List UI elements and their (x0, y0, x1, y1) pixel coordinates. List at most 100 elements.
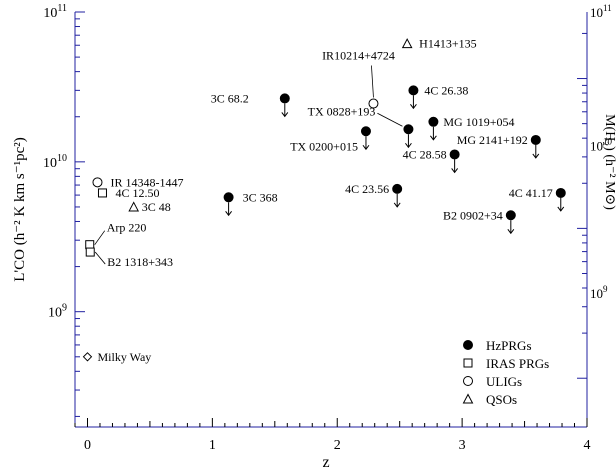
label-leader-line (371, 65, 374, 98)
point-label: IR10214+4724 (322, 49, 395, 63)
upper-limit-arrowhead (557, 206, 565, 212)
x-tick-label: 3 (459, 438, 466, 453)
legend-label: IRAS PRGs (486, 356, 549, 371)
data-point: 4C 12.50 (97, 186, 159, 200)
y-tick-base: 10 (590, 286, 603, 301)
point-marker (368, 98, 379, 109)
data-point: 4C 23.56 (345, 182, 403, 208)
data-point: Milky Way (82, 350, 151, 364)
data-point: MG 1019+054 (428, 115, 515, 141)
legend-item: IRAS PRGs (463, 356, 549, 371)
legend-label: QSOs (486, 392, 517, 407)
point-label: IR 14348-1447 (110, 175, 183, 189)
point-marker (85, 240, 95, 250)
y-tick-base: 10 (48, 306, 62, 321)
legend-label: ULIGs (486, 374, 522, 389)
y-tick-base: 10 (590, 138, 603, 153)
plot-frame (74, 12, 588, 428)
label-leader-line (377, 112, 403, 127)
y-tick-exponent: 9 (603, 284, 608, 294)
point-label: MG 2141+192 (457, 133, 528, 147)
point-label: TX 0200+015 (290, 139, 358, 153)
upper-limit-arrowhead (507, 228, 515, 235)
upper-limit-arrowhead (532, 153, 540, 159)
y-tick-base: 10 (590, 5, 603, 20)
axis-labels: z L'CO (h⁻² K km s⁻¹pc²) M(H₂) (h⁻² M⊙) (12, 114, 616, 471)
point-label: 4C 12.50 (115, 186, 159, 200)
y-tick-exponent: 9 (62, 303, 67, 314)
point-label: MG 1019+054 (443, 115, 514, 129)
point-marker (85, 247, 95, 257)
data-point: 3C 48 (128, 200, 171, 214)
point-marker (505, 210, 516, 221)
y-tick-exponent: 11 (57, 3, 67, 14)
data-point: H1413+135 (401, 37, 477, 51)
point-marker (392, 183, 403, 194)
legend-marker (463, 376, 473, 386)
point-marker (555, 187, 566, 198)
point-marker (97, 188, 107, 198)
point-label: B2 0902+34 (443, 208, 503, 222)
y-tick-exponent: 10 (603, 136, 613, 146)
point-marker (223, 192, 234, 203)
y-tick-label-left: 1010 (43, 153, 67, 171)
upper-limit-arrowhead (393, 202, 401, 208)
point-label: 3C 48 (142, 200, 171, 214)
x-axis-title: z (322, 454, 329, 471)
data-point: 4C 41.17 (509, 186, 566, 212)
x-tick-label: 1 (209, 438, 216, 453)
point-marker (449, 149, 460, 160)
x-tick-label: 2 (334, 438, 341, 453)
y-tick-exponent: 10 (57, 153, 67, 164)
legend-marker (462, 393, 474, 404)
point-marker (401, 38, 413, 49)
upper-limit-arrowhead (225, 210, 233, 217)
point-label: 4C 23.56 (345, 182, 389, 196)
point-marker (403, 124, 414, 135)
point-marker (92, 177, 103, 188)
point-marker (128, 201, 140, 212)
upper-limit-arrowhead (451, 168, 459, 174)
point-marker (408, 85, 419, 96)
upper-limit-arrowhead (410, 104, 417, 110)
y-axis-title-right: M(H₂) (h⁻² M⊙) (602, 114, 616, 210)
upper-limit-arrowhead (405, 142, 412, 149)
upper-limit-arrowhead (362, 144, 370, 151)
point-label: 4C 28.58 (403, 147, 447, 161)
point-marker (82, 352, 93, 362)
legend: HzPRGs IRAS PRGs ULIGs QSOs (462, 338, 549, 407)
x-tick-label: 0 (84, 438, 91, 453)
point-label: Milky Way (97, 350, 151, 364)
point-label: H1413+135 (419, 37, 476, 51)
data-point: 4C 26.38 (408, 83, 468, 110)
y-tick-label-right: 1010 (590, 136, 613, 153)
y-tick-label-right: 1011 (590, 3, 612, 20)
point-label: 3C 68.2 (211, 91, 249, 105)
point-marker (428, 116, 439, 127)
data-point: IR 14348-1447 (92, 175, 183, 189)
legend-label: HzPRGs (486, 338, 532, 353)
point-label: 3C 368 (243, 190, 278, 204)
axis-ticks (74, 11, 588, 427)
data-point: 4C 28.58 (403, 147, 460, 174)
data-point: TX 0200+015 (290, 126, 371, 153)
legend-marker (463, 358, 473, 368)
data-point: B2 1318+343 (85, 247, 173, 269)
point-label: B2 1318+343 (107, 255, 173, 269)
point-marker (360, 126, 371, 137)
point-marker (530, 134, 541, 145)
x-tick-label: 4 (584, 438, 591, 453)
data-point: 3C 368 (223, 190, 278, 217)
upper-limit-arrowhead (429, 135, 437, 141)
y-tick-base: 10 (43, 156, 57, 171)
data-point: MG 2141+192 (457, 133, 541, 159)
y-tick-exponent: 11 (603, 3, 612, 13)
y-tick-label-left: 109 (48, 303, 67, 321)
point-label: TX 0828+193 (308, 104, 376, 118)
data-point: B2 0902+34 (443, 208, 516, 235)
point-label: 4C 26.38 (424, 83, 468, 97)
y-axis-title-left: L'CO (h⁻² K km s⁻¹pc²) (12, 137, 28, 282)
point-label: Arp 220 (107, 221, 147, 235)
